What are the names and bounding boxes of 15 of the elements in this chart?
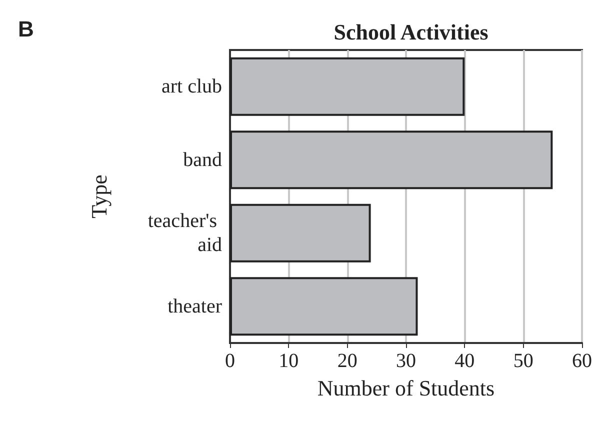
x-tick-label: 60 (572, 350, 592, 372)
y-tick-label: art club (161, 76, 222, 98)
y-tick-label: theater (168, 295, 222, 318)
x-tick-label: 50 (513, 350, 534, 372)
x-tick-label: 10 (278, 350, 299, 372)
chart-title: School Activities (334, 20, 489, 44)
x-tick-label: 0 (225, 350, 235, 372)
y-tick-label: band (183, 148, 222, 171)
x-tick-label: 40 (454, 350, 475, 372)
x-tick-label: 30 (396, 350, 416, 372)
y-tick-label: teacher's aid (148, 210, 222, 256)
x-tick-label: 20 (337, 350, 358, 372)
x-axis-title: Number of Students (317, 376, 495, 400)
y-axis-title: Type (86, 174, 112, 218)
text: B (18, 16, 34, 42)
